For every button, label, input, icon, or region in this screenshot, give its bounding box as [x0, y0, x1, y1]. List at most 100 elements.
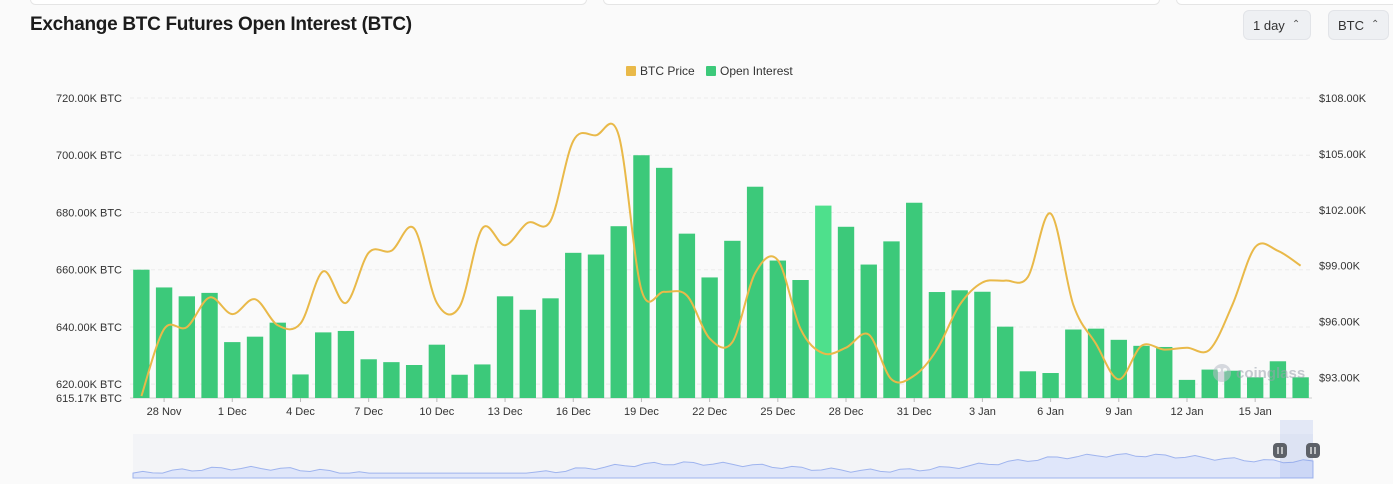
top-cards-edge [0, 0, 1393, 6]
y-left-tick-label: 700.00K BTC [56, 150, 122, 162]
x-axis-labels: 28 Nov 1 Dec 4 Dec 7 Dec 10 Dec 13 Dec 16 Dec 1… [147, 398, 1272, 418]
legend-swatch[interactable] [706, 66, 716, 76]
x-tick-label: 4 Dec [286, 406, 315, 418]
legend-label[interactable]: BTC Price [640, 64, 695, 78]
open-interest-bar[interactable] [201, 292, 218, 398]
open-interest-bar[interactable] [928, 292, 946, 398]
y-left-tick-label: 615.17K BTC [56, 393, 122, 405]
y-right-tick-label: $99.00K [1319, 261, 1361, 273]
open-interest-bar[interactable] [860, 264, 877, 398]
open-interest-bar[interactable] [178, 296, 196, 398]
open-interest-bar[interactable] [565, 252, 582, 398]
x-tick-label: 22 Dec [692, 406, 727, 418]
x-tick-label: 31 Dec [897, 406, 932, 418]
open-interest-bar[interactable] [655, 167, 673, 398]
open-interest-bar[interactable] [383, 362, 400, 398]
open-interest-bar[interactable] [1292, 377, 1309, 398]
open-interest-bar[interactable] [633, 155, 650, 398]
coinglass-logo-icon [1213, 364, 1231, 382]
open-interest-bar[interactable] [1178, 379, 1196, 398]
open-interest-bar[interactable] [724, 240, 741, 398]
open-interest-bar[interactable] [587, 254, 605, 398]
open-interest-bar[interactable] [315, 332, 332, 398]
open-interest-bar[interactable] [1110, 339, 1127, 398]
open-interest-bar[interactable] [155, 287, 173, 398]
open-interest-bar[interactable] [792, 280, 809, 398]
open-interest-bar[interactable] [1087, 328, 1105, 398]
open-interest-bar[interactable] [1246, 377, 1264, 398]
open-interest-bar[interactable] [405, 365, 423, 398]
x-tick-label: 1 Dec [218, 406, 247, 418]
unit-select-value: BTC [1338, 17, 1364, 33]
chevron-up-down-icon: ⌃ [1291, 19, 1301, 30]
x-tick-label: 9 Jan [1105, 406, 1132, 418]
open-interest-bar[interactable] [678, 233, 696, 398]
watermark-text: coinglass [1236, 365, 1305, 382]
open-interest-bar[interactable] [1269, 361, 1287, 398]
open-interest-bar[interactable] [292, 374, 309, 398]
open-interest-bar[interactable] [360, 359, 377, 398]
coinglass-watermark: coinglass [1213, 364, 1305, 382]
open-interest-bar[interactable] [224, 342, 241, 398]
open-interest-bar[interactable] [1042, 373, 1059, 398]
x-tick-label: 13 Dec [488, 406, 523, 418]
open-interest-bar[interactable] [974, 291, 991, 398]
interval-select[interactable]: 1 day ⌃ [1243, 10, 1311, 40]
open-interest-bar[interactable] [1019, 371, 1037, 398]
open-interest-bar[interactable] [246, 336, 264, 398]
open-interest-bar[interactable] [815, 205, 832, 398]
btc-price-line[interactable] [140, 122, 1302, 397]
open-interest-bar[interactable] [519, 309, 536, 398]
y-left-tick-label: 640.00K BTC [56, 322, 122, 334]
open-interest-bar[interactable] [906, 202, 923, 398]
chevron-up-down-icon: ⌃ [1371, 19, 1380, 30]
x-tick-label: 28 Dec [829, 406, 864, 418]
x-tick-label: 15 Jan [1239, 406, 1272, 418]
open-interest-bar[interactable] [474, 364, 491, 398]
legend-label[interactable]: Open Interest [720, 64, 793, 78]
chart-title: Exchange BTC Futures Open Interest (BTC) [30, 14, 412, 35]
range-navigator[interactable] [132, 420, 1320, 479]
y-axis-labels: 615.17K BTC 620.00K BTC 640.00K BTC 660.00K… [56, 93, 1367, 405]
navigator-handle[interactable] [1273, 443, 1287, 458]
open-interest-bar[interactable] [883, 241, 900, 398]
open-interest-bar[interactable] [951, 290, 968, 398]
x-tick-label: 6 Jan [1037, 406, 1064, 418]
y-right-tick-label: $108.00K [1319, 93, 1367, 105]
open-interest-bar[interactable] [1133, 345, 1150, 398]
open-interest-bar[interactable] [451, 374, 468, 398]
open-interest-bar[interactable] [1156, 346, 1173, 398]
interval-select-value: 1 day [1253, 17, 1285, 33]
x-tick-label: 19 Dec [624, 406, 659, 418]
open-interest-bar[interactable] [1065, 329, 1082, 398]
x-tick-label: 10 Dec [419, 406, 454, 418]
x-tick-label: 7 Dec [354, 406, 383, 418]
unit-select[interactable]: BTC ⌃ [1328, 10, 1389, 40]
open-interest-bar[interactable] [133, 269, 150, 398]
open-interest-bar[interactable] [428, 344, 446, 398]
open-interest-bar[interactable] [496, 296, 514, 398]
x-tick-label: 3 Jan [969, 406, 996, 418]
btc-price-line-group [140, 122, 1302, 397]
open-interest-bar[interactable] [769, 260, 787, 398]
open-interest-bar[interactable] [996, 326, 1014, 398]
y-right-tick-label: $93.00K [1319, 373, 1361, 385]
open-interest-bar[interactable] [337, 330, 355, 398]
open-interest-bar[interactable] [542, 298, 559, 398]
y-left-tick-label: 620.00K BTC [56, 379, 122, 391]
chart-legend: BTC Price Open Interest [626, 64, 793, 78]
top-card-edge [1176, 0, 1393, 5]
open-interest-bar[interactable] [837, 226, 855, 398]
x-tick-label: 12 Jan [1170, 406, 1203, 418]
x-tick-label: 16 Dec [556, 406, 591, 418]
x-tick-label: 28 Nov [147, 406, 182, 418]
open-interest-bar[interactable] [746, 186, 764, 398]
navigator-handle[interactable] [1306, 443, 1320, 458]
y-right-tick-label: $105.00K [1319, 149, 1367, 161]
legend-swatch[interactable] [626, 66, 636, 76]
y-left-tick-label: 660.00K BTC [56, 265, 122, 277]
open-interest-bar[interactable] [269, 322, 286, 398]
open-interest-bars [133, 155, 1309, 398]
open-interest-bar[interactable] [610, 226, 627, 398]
